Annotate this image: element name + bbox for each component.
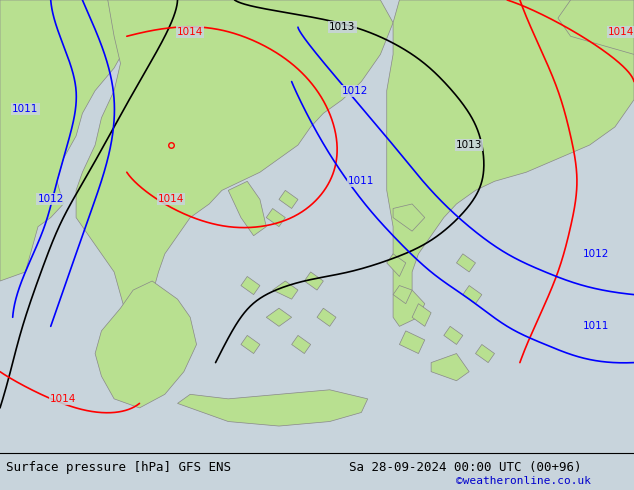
Text: 1012: 1012 <box>583 249 609 259</box>
Polygon shape <box>444 326 463 344</box>
Polygon shape <box>76 0 393 326</box>
Text: 1011: 1011 <box>348 176 375 186</box>
Polygon shape <box>463 286 482 304</box>
Text: ©weatheronline.co.uk: ©weatheronline.co.uk <box>456 476 592 486</box>
Text: Sa 28-09-2024 00:00 UTC (00+96): Sa 28-09-2024 00:00 UTC (00+96) <box>349 462 581 474</box>
Polygon shape <box>387 254 406 276</box>
Text: 1014: 1014 <box>177 27 204 37</box>
Polygon shape <box>393 204 425 231</box>
Polygon shape <box>95 281 197 408</box>
Polygon shape <box>266 209 285 226</box>
Polygon shape <box>241 335 260 354</box>
Polygon shape <box>387 0 634 326</box>
Polygon shape <box>228 181 266 236</box>
Text: 1012: 1012 <box>342 86 368 96</box>
Polygon shape <box>558 0 634 54</box>
Polygon shape <box>412 304 431 326</box>
Polygon shape <box>304 272 323 290</box>
Polygon shape <box>317 308 336 326</box>
Polygon shape <box>273 281 298 299</box>
Polygon shape <box>241 276 260 294</box>
Polygon shape <box>0 0 127 281</box>
Polygon shape <box>476 344 495 363</box>
Text: 1012: 1012 <box>37 195 64 204</box>
Polygon shape <box>279 191 298 209</box>
Text: 1013: 1013 <box>456 140 482 150</box>
Text: 1014: 1014 <box>158 195 184 204</box>
Text: Surface pressure [hPa] GFS ENS: Surface pressure [hPa] GFS ENS <box>6 462 231 474</box>
Polygon shape <box>431 354 469 381</box>
Text: 1014: 1014 <box>50 394 77 404</box>
Polygon shape <box>266 308 292 326</box>
Polygon shape <box>292 335 311 354</box>
Text: 1014: 1014 <box>608 27 634 37</box>
Text: 1013: 1013 <box>329 22 356 32</box>
Polygon shape <box>393 286 412 304</box>
Polygon shape <box>456 254 476 272</box>
Text: 1011: 1011 <box>12 104 39 114</box>
Text: 1011: 1011 <box>583 321 609 331</box>
Polygon shape <box>178 390 368 426</box>
Polygon shape <box>399 331 425 354</box>
